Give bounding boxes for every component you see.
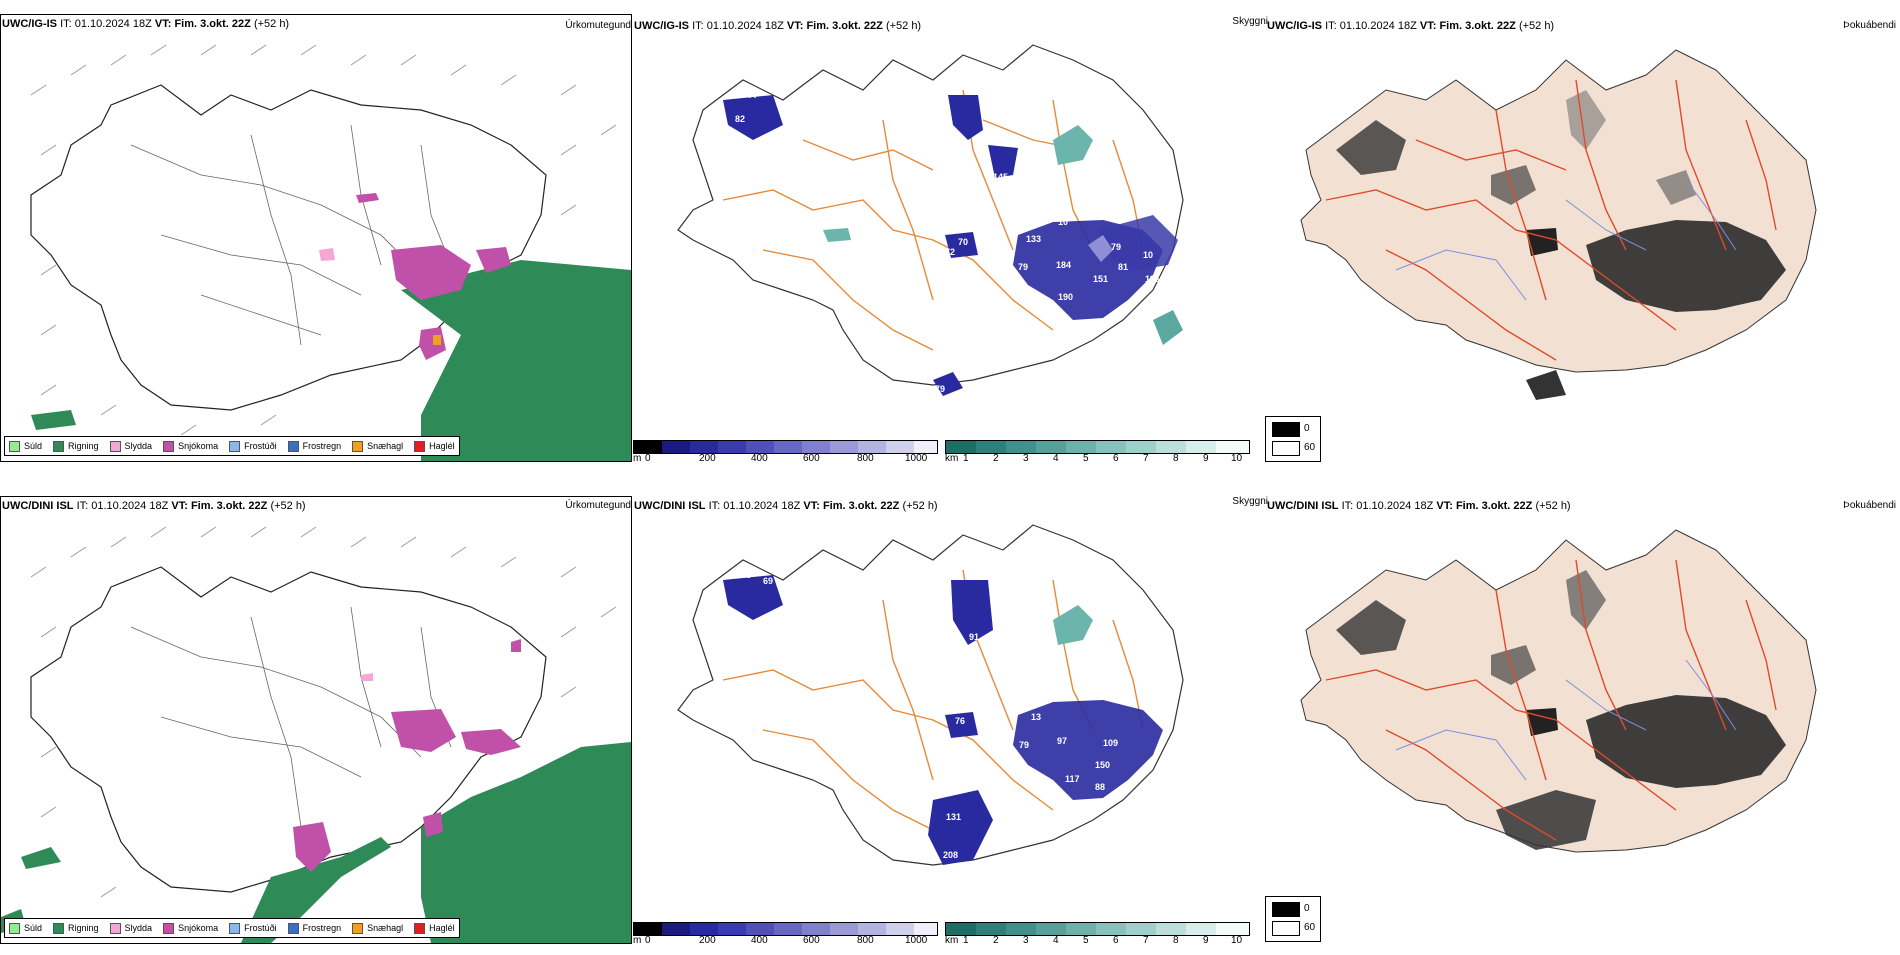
model-name: UWC/IG-IS [2, 18, 57, 30]
vis-label: 117 [1065, 774, 1080, 784]
precip-map [30, 44, 631, 461]
vis-label: 131 [946, 812, 961, 822]
vis-label: 222 [1060, 804, 1075, 814]
vis-label: 77 [748, 90, 758, 100]
legend-item: Snjókoma [163, 922, 218, 934]
vis-label: 116 [1145, 274, 1160, 284]
elevation-colorbar [633, 440, 938, 454]
vis-label: 10 [957, 652, 967, 662]
vis-label: 208 [943, 850, 958, 860]
vis-label: 88 [1095, 782, 1105, 792]
legend-item: Slydda [109, 922, 152, 934]
panel-title: UWC/DINI ISL IT: 01.10.2024 18Z VT: Fim.… [2, 500, 306, 512]
legend-item: Frostregn [287, 922, 341, 934]
legend-item: Snæhagl [352, 440, 403, 452]
precip-map-frame [0, 14, 632, 462]
legend-item: Rigning [53, 922, 99, 934]
vis-label: 70 [958, 237, 968, 247]
lead-time: (+52 h) [253, 18, 290, 30]
vis-label: 13 [1031, 712, 1041, 722]
panel-title: UWC/IG-IS IT: 01.10.2024 18Z VT: Fim. 3.… [1267, 20, 1555, 32]
vis-label: 88 [985, 650, 995, 660]
precip-type-panel-row1: UWC/IG-IS IT: 01.10.2024 18Z VT: Fim. 3.… [0, 0, 633, 475]
vis-label: 91 [969, 632, 979, 642]
vis-label: 81 [951, 632, 961, 642]
legend-item: Súld [9, 922, 42, 934]
visibility-map: 33 69 81 91 10 88 76 13 79 97 109 117 15… [677, 524, 1184, 866]
vis-label: 190 [1058, 292, 1073, 302]
vis-label: 79 [1019, 740, 1029, 750]
visibility-map: 77 82 109 87 145 10 133 70 72 79 184 151… [677, 44, 1184, 396]
legend-item: Frostregn [287, 440, 341, 452]
vis-label: 72 [945, 247, 955, 257]
elevation-colorbar [633, 922, 938, 936]
visibility-colorbar [945, 922, 1250, 936]
legend-item: Snæhagl [352, 922, 403, 934]
vis-label: 69 [763, 576, 773, 586]
vt-label: VT: [154, 18, 172, 30]
vis-label: 10 [1143, 250, 1153, 260]
fog-key: 0 60 [1265, 896, 1321, 942]
vis-label: 79 [1018, 262, 1028, 272]
panel-type-label: Skyggni [1232, 496, 1268, 507]
visibility-colorbar [945, 440, 1250, 454]
panel-type-label: Skyggni [1232, 16, 1268, 27]
vis-label: 109 [1103, 738, 1118, 748]
it-value: 01.10.2024 18Z [74, 18, 152, 30]
vis-label: 41 [901, 244, 911, 254]
legend-item: Rigning [53, 440, 99, 452]
fog-key: 0 60 [1265, 416, 1321, 462]
legend-item: Frostúði [229, 440, 277, 452]
panel-title: UWC/IG-IS IT: 01.10.2024 18Z VT: Fim. 3.… [2, 18, 289, 30]
vt-value: Fim. 3.okt. 22Z [174, 18, 251, 30]
panel-type-label: Úrkomutegund [565, 20, 631, 31]
precip-legend: Súld Rigning Slydda Snjókoma Frostúði Fr… [4, 918, 460, 938]
panel-type-label: Úrkomutegund [565, 500, 631, 511]
vis-label: 79 [1111, 242, 1121, 252]
vis-label: 76 [955, 716, 965, 726]
visibility-panel-row1: UWC/IG-IS IT: 01.10.2024 18Z VT: Fim. 3.… [633, 0, 1321, 475]
vis-label: 82 [735, 114, 745, 124]
vis-label: 109 [951, 152, 966, 162]
fog-index-panel-row1: UWC/IG-IS IT: 01.10.2024 18Z VT: Fim. 3.… [1266, 0, 1900, 475]
legend-item: Slydda [109, 440, 152, 452]
legend-item: Snjókoma [163, 440, 218, 452]
legend-item: Súld [9, 440, 42, 452]
legend-item: Haglél [414, 922, 455, 934]
fog-index-panel-row2: UWC/DINI ISL IT: 01.10.2024 18Z VT: Fim.… [1266, 480, 1900, 955]
precip-map [1, 526, 631, 943]
vis-label: 184 [1056, 260, 1071, 270]
vis-label: 145 [993, 172, 1008, 182]
vis-label: 133 [1026, 234, 1041, 244]
precip-legend: Súld Rigning Slydda Snjókoma Frostúði Fr… [4, 436, 460, 456]
vis-label: 299 [1059, 326, 1074, 336]
precip-type-panel-row2: UWC/DINI ISL IT: 01.10.2024 18Z VT: Fim.… [0, 480, 633, 955]
legend-item: Frostúði [229, 922, 277, 934]
vis-label: 87 [958, 182, 968, 192]
panel-title: UWC/DINI ISL IT: 01.10.2024 18Z VT: Fim.… [634, 500, 938, 512]
fog-map [1300, 49, 1817, 400]
legend-item: Haglél [414, 440, 455, 452]
vis-label: 33 [741, 570, 751, 580]
panel-type-label: Þokuábendi [1843, 500, 1896, 511]
it-label: IT: [60, 18, 72, 30]
vis-label: 150 [1095, 760, 1110, 770]
vis-label: 151 [1093, 274, 1108, 284]
vis-label: 97 [1057, 736, 1067, 746]
vis-label: 81 [1118, 262, 1128, 272]
visibility-panel-row2: UWC/DINI ISL IT: 01.10.2024 18Z VT: Fim.… [633, 480, 1321, 955]
panel-type-label: Þokuábendi [1843, 20, 1896, 31]
panel-title: UWC/DINI ISL IT: 01.10.2024 18Z VT: Fim.… [1267, 500, 1571, 512]
vis-label: 79 [935, 384, 945, 394]
fog-map [1300, 529, 1817, 853]
precip-map-frame [0, 496, 632, 944]
vis-label: 10 [1058, 217, 1068, 227]
panel-title: UWC/IG-IS IT: 01.10.2024 18Z VT: Fim. 3.… [634, 20, 922, 32]
